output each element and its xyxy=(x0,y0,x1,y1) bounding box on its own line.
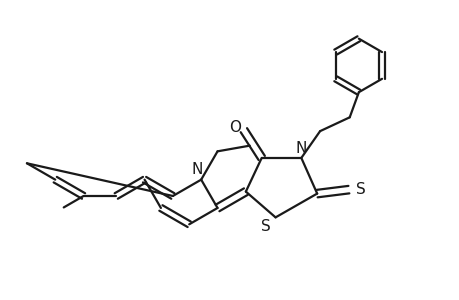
Text: S: S xyxy=(355,182,365,197)
Text: N: N xyxy=(295,140,306,155)
Text: O: O xyxy=(229,120,241,135)
Text: N: N xyxy=(191,162,202,177)
Text: S: S xyxy=(260,219,270,234)
